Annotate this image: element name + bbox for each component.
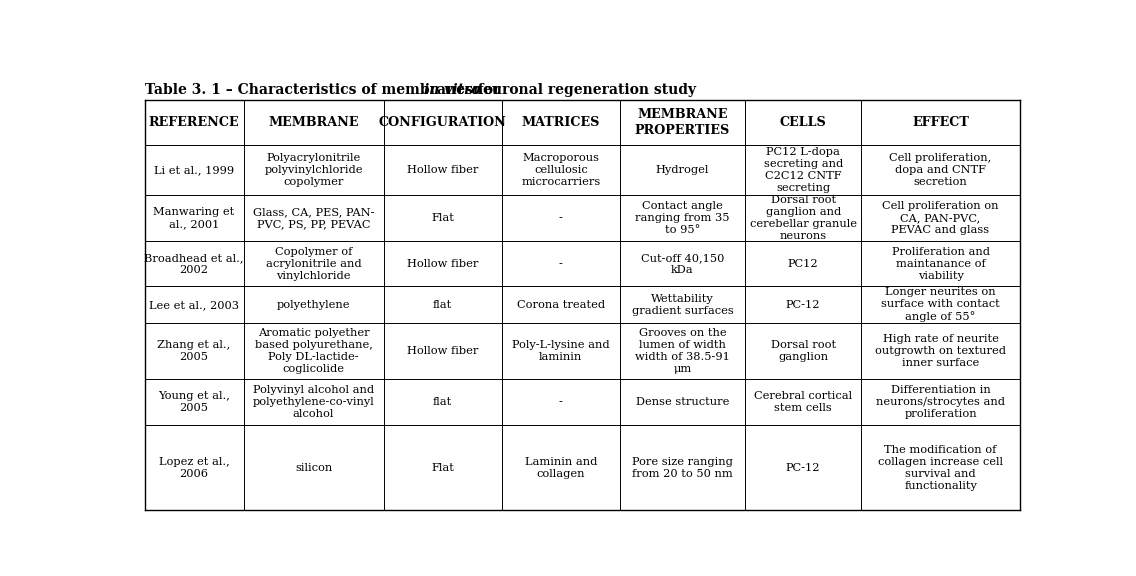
Text: Cerebral cortical
stem cells: Cerebral cortical stem cells (754, 391, 852, 413)
Text: MATRICES: MATRICES (521, 116, 600, 129)
Text: Dorsal root
ganglion: Dorsal root ganglion (770, 340, 836, 362)
Text: Cell proliferation on
CA, PAN-PVC,
PEVAC and glass: Cell proliferation on CA, PAN-PVC, PEVAC… (883, 202, 999, 236)
Text: Grooves on the
lumen of width
width of 38.5-91
μm: Grooves on the lumen of width width of 3… (635, 328, 729, 374)
Text: -: - (559, 397, 562, 407)
Text: Flat: Flat (432, 213, 454, 223)
Text: Cell proliferation,
dopa and CNTF
secretion: Cell proliferation, dopa and CNTF secret… (889, 153, 992, 187)
Text: in vitro: in vitro (424, 84, 481, 97)
Text: Hydrogel: Hydrogel (655, 165, 709, 175)
Text: Broadhead et al.,
2002: Broadhead et al., 2002 (144, 253, 244, 275)
Text: MEMBRANE
PROPERTIES: MEMBRANE PROPERTIES (635, 108, 730, 137)
Text: polyethylene: polyethylene (277, 300, 350, 310)
Text: Zhang et al.,
2005: Zhang et al., 2005 (158, 340, 231, 362)
Text: The modification of
collagen increase cell
survival and
functionality: The modification of collagen increase ce… (878, 445, 1003, 491)
Text: Young et al.,
2005: Young et al., 2005 (158, 391, 229, 413)
Text: silicon: silicon (295, 463, 332, 472)
Text: Contact angle
ranging from 35
to 95°: Contact angle ranging from 35 to 95° (635, 202, 729, 236)
Text: Proliferation and
maintanance of
viability: Proliferation and maintanance of viabili… (892, 247, 989, 281)
Text: CELLS: CELLS (779, 116, 827, 129)
Text: PC12: PC12 (788, 259, 818, 269)
Text: Manwaring et
al., 2001: Manwaring et al., 2001 (153, 207, 235, 229)
Text: Pore size ranging
from 20 to 50 nm: Pore size ranging from 20 to 50 nm (632, 457, 733, 479)
Text: Polyacrylonitrile
polyvinylchloride
copolymer: Polyacrylonitrile polyvinylchloride copo… (265, 153, 362, 187)
Text: -: - (559, 213, 562, 223)
Text: Differentiation in
neurons/strocytes and
proliferation: Differentiation in neurons/strocytes and… (876, 385, 1005, 419)
Text: -: - (559, 259, 562, 269)
Text: Glass, CA, PES, PAN-
PVC, PS, PP, PEVAC: Glass, CA, PES, PAN- PVC, PS, PP, PEVAC (253, 207, 374, 229)
Text: PC12 L-dopa
secreting and
C2C12 CNTF
secreting: PC12 L-dopa secreting and C2C12 CNTF sec… (763, 147, 843, 194)
Text: Cut-off 40,150
kDa: Cut-off 40,150 kDa (641, 253, 724, 275)
Text: Poly-L-lysine and
laminin: Poly-L-lysine and laminin (512, 340, 610, 362)
Text: MEMBRANE: MEMBRANE (268, 116, 359, 129)
Text: Hollow fiber: Hollow fiber (407, 346, 478, 356)
Text: Li et al., 1999: Li et al., 1999 (154, 165, 234, 175)
Text: High rate of neurite
outgrowth on textured
inner surface: High rate of neurite outgrowth on textur… (875, 334, 1006, 368)
Text: Dorsal root
ganglion and
cerebellar granule
neurons: Dorsal root ganglion and cerebellar gran… (750, 195, 857, 241)
Text: Aromatic polyether
based polyurethane,
Poly DL-lactide-
coglicolide: Aromatic polyether based polyurethane, P… (254, 328, 373, 374)
Text: PC-12: PC-12 (786, 300, 820, 310)
Text: CONFIGURATION: CONFIGURATION (378, 116, 507, 129)
Text: EFFECT: EFFECT (912, 116, 969, 129)
Text: neuronal regeneration study: neuronal regeneration study (468, 84, 695, 97)
Text: Macroporous
cellulosic
microcarriers: Macroporous cellulosic microcarriers (521, 153, 601, 187)
Text: Lee et al., 2003: Lee et al., 2003 (149, 300, 239, 310)
Text: Flat: Flat (432, 463, 454, 472)
Text: Lopez et al.,
2006: Lopez et al., 2006 (159, 457, 229, 479)
Text: Laminin and
collagen: Laminin and collagen (525, 457, 596, 479)
Text: Longer neurites on
surface with contact
angle of 55°: Longer neurites on surface with contact … (882, 287, 1000, 323)
Text: Dense structure: Dense structure (636, 397, 729, 407)
Text: Polyvinyl alcohol and
polyethylene-co-vinyl
alcohol: Polyvinyl alcohol and polyethylene-co-vi… (252, 385, 375, 419)
Text: Hollow fiber: Hollow fiber (407, 165, 478, 175)
Text: Copolymer of
acrylonitrile and
vinylchloride: Copolymer of acrylonitrile and vinylchlo… (266, 247, 361, 281)
Text: PC-12: PC-12 (786, 463, 820, 472)
Text: Wettability
gradient surfaces: Wettability gradient surfaces (632, 294, 733, 316)
Text: Hollow fiber: Hollow fiber (407, 259, 478, 269)
Text: flat: flat (433, 397, 452, 407)
Text: Corona treated: Corona treated (517, 300, 604, 310)
Text: flat: flat (433, 300, 452, 310)
Text: Table 3. 1 – Characteristics of membranes for: Table 3. 1 – Characteristics of membrane… (144, 84, 504, 97)
Text: REFERENCE: REFERENCE (149, 116, 240, 129)
